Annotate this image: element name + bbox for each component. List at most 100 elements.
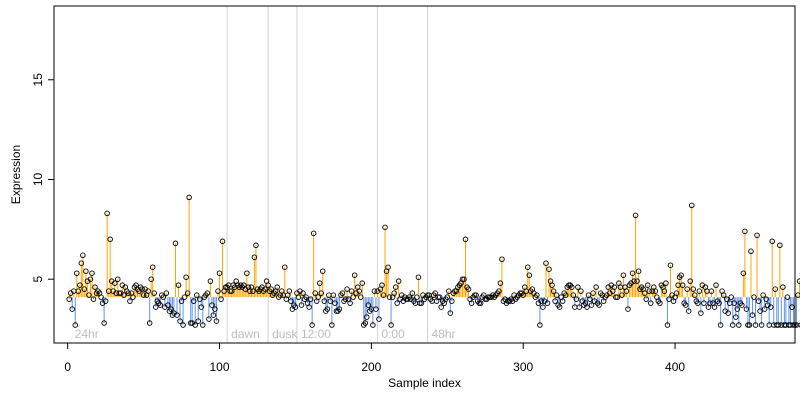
data-point	[588, 302, 595, 308]
data-point	[148, 276, 154, 282]
data-point	[72, 322, 79, 328]
data-point	[286, 288, 293, 294]
data-point	[449, 298, 455, 304]
data-point	[667, 262, 674, 268]
data-point	[587, 296, 593, 302]
data-point	[344, 286, 350, 292]
data-point	[757, 308, 763, 314]
data-point	[195, 318, 202, 324]
data-point	[432, 290, 438, 296]
data-point	[309, 322, 315, 328]
data-point	[707, 300, 713, 306]
data-point	[752, 322, 759, 328]
data-point	[209, 302, 215, 308]
data-point	[415, 274, 422, 280]
data-point	[556, 304, 563, 310]
data-point	[562, 292, 569, 298]
data-point	[386, 294, 393, 300]
data-point	[90, 296, 97, 302]
data-point	[83, 268, 89, 274]
data-point	[716, 300, 722, 306]
data-point	[140, 292, 147, 298]
data-point	[631, 278, 637, 284]
data-point	[647, 300, 654, 306]
y-tick-label: 10	[31, 172, 45, 186]
data-point	[92, 284, 98, 290]
data-point	[733, 314, 739, 320]
data-point	[139, 286, 145, 292]
data-point	[125, 290, 132, 296]
data-point	[661, 288, 668, 294]
data-point	[192, 322, 198, 328]
data-point	[197, 296, 203, 302]
data-point	[798, 322, 800, 328]
data-point	[538, 298, 545, 304]
data-point	[163, 290, 170, 296]
data-point	[761, 306, 768, 312]
data-point	[666, 296, 672, 302]
data-point	[444, 294, 451, 300]
data-point	[190, 298, 197, 304]
data-point	[749, 312, 756, 318]
data-point	[371, 288, 378, 294]
marker-label: 24hr	[75, 327, 99, 341]
data-point	[174, 312, 180, 318]
data-point	[80, 252, 86, 259]
data-points	[66, 194, 800, 328]
data-point	[149, 264, 156, 270]
data-point	[307, 296, 314, 302]
data-point	[461, 276, 467, 282]
data-point	[262, 286, 268, 292]
data-point	[769, 238, 775, 245]
data-point	[348, 288, 355, 294]
data-point	[359, 280, 365, 286]
data-point	[632, 212, 639, 219]
data-point	[629, 270, 636, 276]
data-point	[695, 300, 701, 306]
data-point	[177, 318, 183, 324]
data-point	[265, 282, 271, 288]
x-axis-title: Sample index	[388, 376, 461, 390]
data-point	[388, 322, 394, 328]
data-point	[438, 304, 444, 310]
data-point	[436, 294, 443, 300]
y-tick-label: 15	[31, 73, 45, 87]
data-point	[104, 210, 110, 217]
data-point	[729, 322, 736, 328]
data-point	[723, 296, 730, 302]
data-point	[424, 292, 431, 298]
data-point	[212, 306, 218, 312]
data-point	[717, 322, 724, 328]
data-point	[98, 294, 104, 300]
data-point	[215, 288, 221, 294]
data-point	[357, 294, 364, 300]
data-point	[292, 304, 299, 310]
data-point	[763, 296, 769, 302]
marker-label: dusk	[272, 327, 298, 341]
data-point	[165, 302, 171, 308]
data-point	[646, 288, 652, 294]
data-point	[468, 300, 475, 306]
data-point	[634, 278, 640, 284]
data-point	[657, 300, 663, 306]
data-point	[546, 266, 552, 272]
data-point	[193, 292, 200, 298]
data-point	[146, 320, 153, 326]
marker-label: dawn	[231, 327, 260, 341]
data-point	[652, 288, 659, 294]
data-point	[713, 282, 719, 288]
data-point	[584, 304, 590, 310]
data-point	[87, 276, 94, 282]
data-point	[186, 194, 192, 201]
data-point	[160, 294, 167, 300]
data-point	[682, 302, 689, 308]
data-point	[462, 236, 469, 243]
data-point	[121, 292, 127, 298]
data-point	[537, 322, 543, 328]
data-point	[210, 312, 217, 318]
data-point	[207, 278, 214, 284]
data-point	[172, 240, 179, 247]
data-point	[635, 268, 642, 274]
data-point	[200, 322, 206, 328]
data-point	[784, 294, 791, 300]
